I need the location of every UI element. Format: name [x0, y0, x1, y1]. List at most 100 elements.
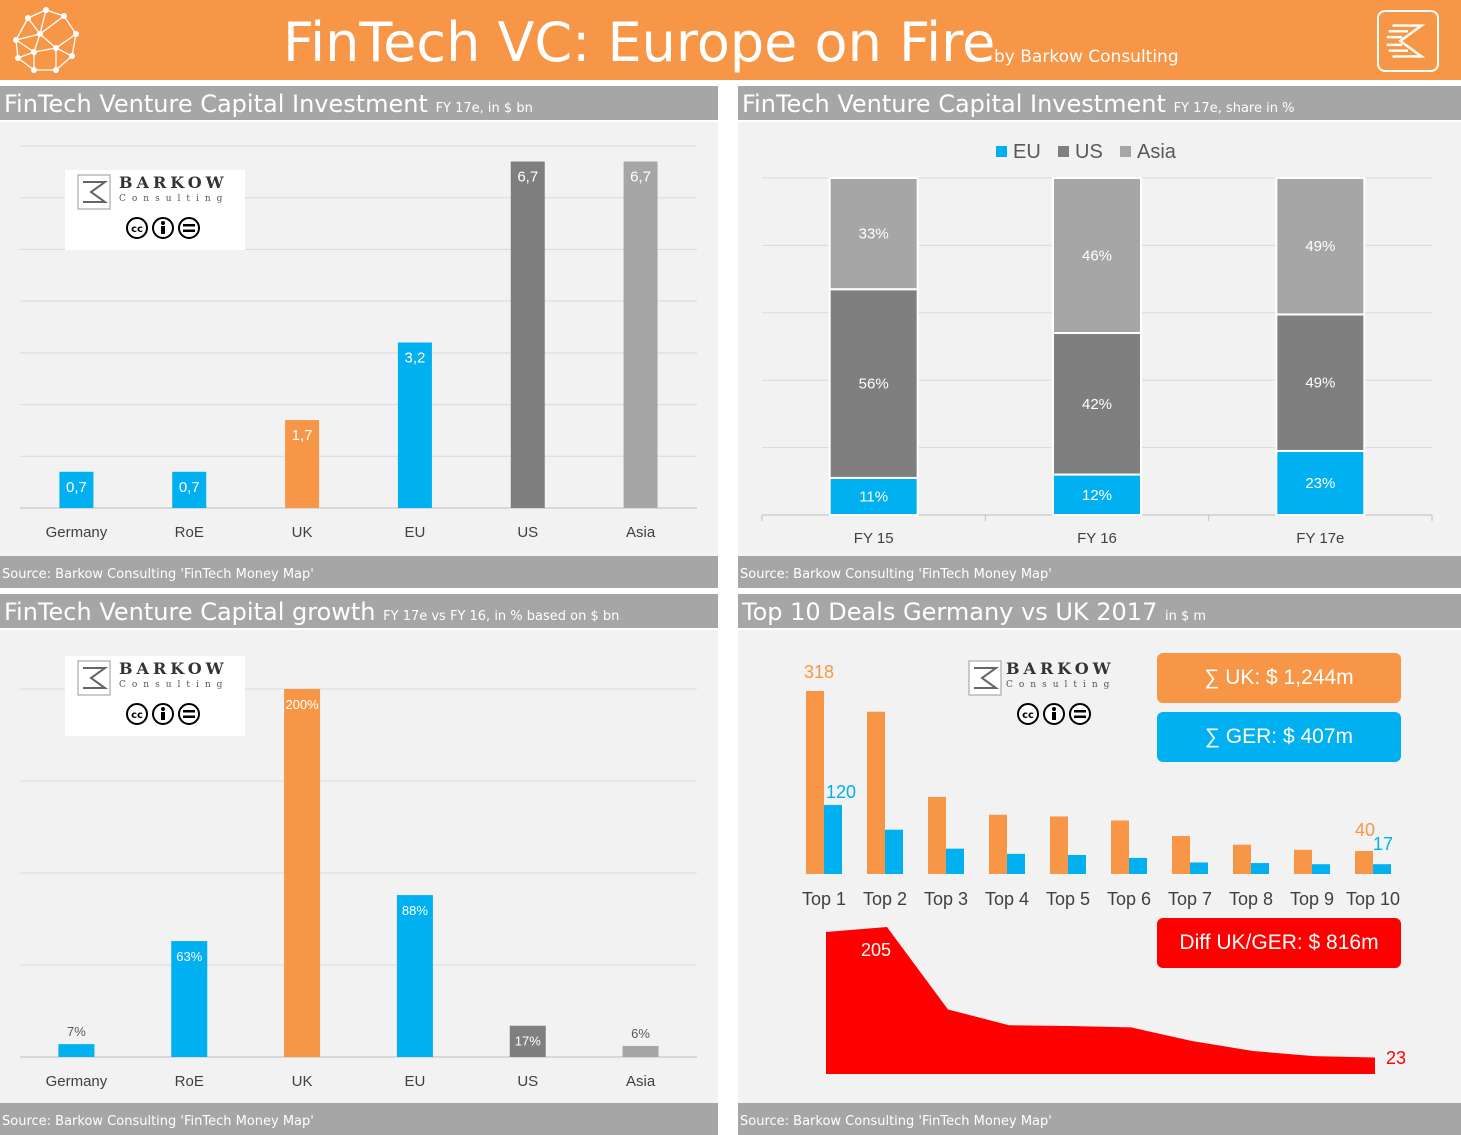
stacked-bar-segment: [1275, 449, 1366, 516]
data-label: 12%: [1082, 487, 1112, 504]
panel-deals: Top 10 Deals Germany vs UK 2017 in $ m T…: [738, 594, 1461, 1135]
bar-ger: [1007, 853, 1025, 874]
stacked-bar-segment: [1052, 177, 1142, 335]
header-banner: FinTech VC: Europe on Fire by Barkow Con…: [0, 0, 1461, 80]
barkow-watermark: BARKOW Consulting cc: [65, 170, 245, 250]
data-label: 7%: [67, 1024, 86, 1039]
x-tick-label: US: [517, 1073, 538, 1090]
barkow-mark-icon: [77, 174, 111, 210]
data-label-uk: 40: [1355, 820, 1375, 840]
data-label: 88%: [402, 903, 428, 918]
barkow-watermark: BARKOW Consulting cc: [966, 656, 1126, 736]
legend-label: US: [1075, 141, 1103, 163]
data-label: 33%: [859, 226, 889, 243]
svg-text:cc: cc: [131, 710, 143, 721]
bar-ger: [1251, 863, 1269, 874]
x-tick-label: Asia: [626, 1073, 656, 1090]
panel-share: FinTech Venture Capital Investment FY 17…: [738, 86, 1461, 588]
data-label: 49%: [1305, 238, 1335, 255]
sum-ger-box: ∑ GER: $ 407m: [1157, 712, 1401, 762]
x-tick-label: UK: [292, 1073, 313, 1090]
bar-uk: [1233, 844, 1251, 874]
panel-header: FinTech Venture Capital growth FY 17e vs…: [0, 594, 718, 630]
stacked-bar-segment: [1275, 313, 1366, 452]
data-label: 6%: [631, 1026, 650, 1041]
bar-uk: [1050, 816, 1068, 874]
barkow-mark-icon: [77, 660, 111, 696]
x-tick-label: FY 15: [854, 530, 894, 547]
panel-title: FinTech Venture Capital growth FY 17e vs…: [4, 598, 620, 626]
data-label-uk: 318: [804, 662, 834, 682]
barkow-logo-icon: [1377, 10, 1439, 72]
bar-uk: [989, 814, 1007, 874]
creative-commons-icon: cc: [126, 703, 200, 725]
panel-source: Source: Barkow Consulting 'FinTech Money…: [0, 556, 718, 588]
legend-label: Asia: [1137, 141, 1177, 163]
panel-title: FinTech Venture Capital Investment FY 17…: [4, 90, 533, 118]
bar-ger: [885, 829, 903, 874]
page-title: FinTech VC: Europe on Fire: [283, 11, 996, 74]
x-tick-label: EU: [404, 524, 425, 541]
legend-label: EU: [1013, 141, 1041, 163]
x-tick-label: EU: [404, 1073, 425, 1090]
bar-uk: [867, 711, 885, 874]
data-label: 42%: [1082, 396, 1112, 413]
panel-title: Top 10 Deals Germany vs UK 2017 in $ m: [742, 598, 1207, 626]
deals-bar-chart: Top 1 Top 2 Top 3 Top 4 Top 5 Top 6 Top 7 Top 8…: [802, 662, 1406, 1074]
bar-uk: [806, 691, 824, 874]
panel-title: FinTech Venture Capital Investment FY 17…: [742, 90, 1295, 118]
data-label-diff: 205: [861, 940, 891, 960]
x-tick-label: Top 1: [802, 889, 846, 909]
bar: [510, 161, 545, 508]
data-label: 1,7: [292, 427, 313, 444]
bar: [59, 471, 94, 508]
bar: [285, 420, 320, 508]
data-label-ger: 120: [826, 782, 856, 802]
bar-uk: [1172, 836, 1190, 874]
panel-source: Source: Barkow Consulting 'FinTech Money…: [0, 1103, 718, 1135]
bar-ger: [824, 804, 842, 874]
data-label: 0,7: [179, 479, 200, 496]
x-tick-label: Top 3: [924, 889, 968, 909]
bar-ger: [1068, 855, 1086, 874]
stacked-bar-segment: [1052, 473, 1142, 516]
x-tick-label: US: [517, 524, 538, 541]
x-tick-label: Top 10: [1346, 889, 1400, 909]
data-label-diff: 23: [1386, 1048, 1406, 1068]
x-tick-label: Top 5: [1046, 889, 1090, 909]
page-byline: by Barkow Consulting: [994, 47, 1179, 67]
x-tick-label: FY 17e: [1296, 530, 1344, 547]
panel-subtitle: in $ m: [1164, 609, 1207, 624]
data-label-ger: 17: [1373, 834, 1393, 854]
data-label: 46%: [1082, 248, 1112, 265]
bar-ger: [946, 848, 964, 874]
data-label: 3,2: [404, 350, 425, 367]
bar: [171, 941, 208, 1057]
data-label: 56%: [859, 376, 889, 393]
bar-uk: [1111, 820, 1129, 874]
barkow-watermark: BARKOW Consulting cc: [65, 656, 245, 736]
diff-box: Diff UK/GER: $ 816m: [1157, 918, 1401, 968]
x-tick-label: Germany: [46, 1073, 108, 1090]
share-stacked-bar-chart: EU US Asia 11% 56% 33% FY 15 12% 42% 46% FY 16 23% 4…: [761, 141, 1433, 547]
stacked-bar-segment: [1275, 177, 1366, 316]
bar-uk: [1294, 849, 1312, 874]
x-tick-label: Top 4: [985, 889, 1029, 909]
bar-ger: [1373, 864, 1391, 874]
sum-uk-box: ∑ UK: $ 1,244m: [1157, 653, 1401, 703]
bar: [172, 471, 207, 508]
x-tick-label: RoE: [175, 1073, 204, 1090]
panel-subtitle: FY 17e, share in %: [1173, 101, 1295, 116]
bar-uk: [928, 796, 946, 874]
diff-area: [826, 927, 1375, 1074]
bar-ger: [1312, 864, 1330, 874]
panel-subtitle: FY 17e vs FY 16, in % based on $ bn: [383, 609, 620, 624]
data-label: 200%: [285, 697, 319, 712]
legend-swatch: [1120, 146, 1131, 157]
panel-investment: FinTech Venture Capital Investment FY 17…: [0, 86, 718, 588]
x-tick-label: Top 7: [1168, 889, 1212, 909]
legend-swatch: [1058, 146, 1069, 157]
bar: [397, 342, 432, 508]
data-label: 6,7: [517, 169, 538, 186]
